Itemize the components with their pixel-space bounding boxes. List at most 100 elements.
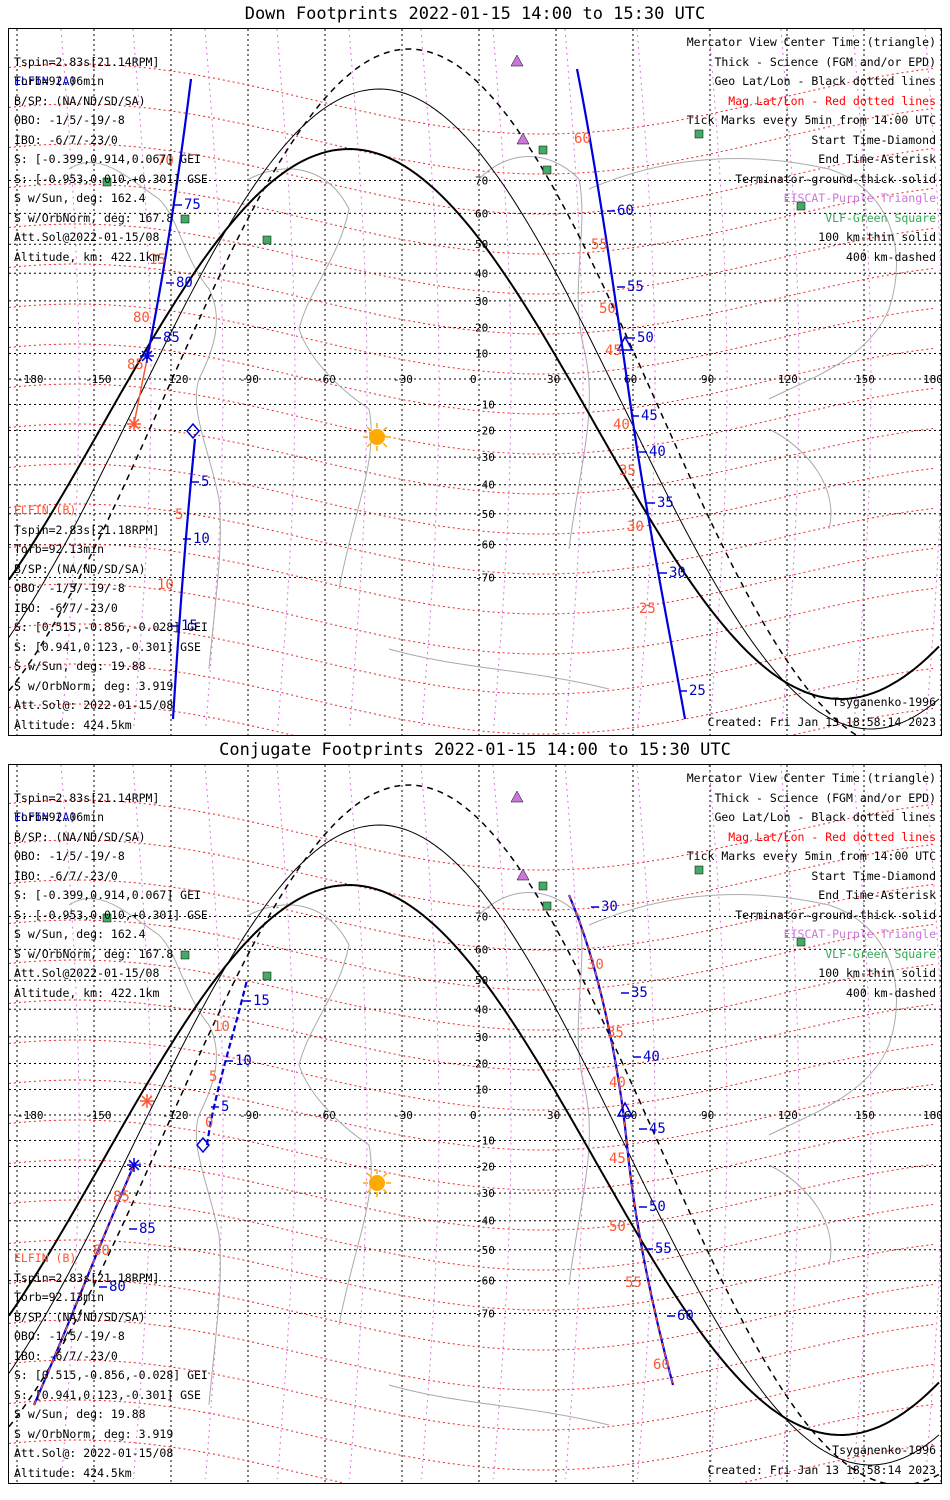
map-canvas-down: 70605040302010-10-20-30-40-50-60-70-180-…	[9, 29, 941, 735]
elfin-a-tick-label: 35	[657, 495, 674, 511]
vlf-square-icon	[796, 201, 806, 211]
sun-ray	[382, 442, 388, 448]
elfin-a-tick-label: 35	[631, 985, 648, 1001]
elfin-b-param-line: Torb=92.13min	[14, 542, 105, 556]
elfin-b-tick-label: 85	[139, 1221, 156, 1237]
elfin-b-mag-tick-label: 85	[113, 1189, 130, 1205]
model-label: Tsyganenko-1996	[832, 695, 936, 709]
elfin-a-param-line: IBO: -6/7/-23/0	[14, 868, 118, 883]
lat-tick-label: -20	[475, 424, 495, 437]
lon-tick-label: -90	[239, 1109, 259, 1122]
elfin-a-param-line: Torb=92.06min	[14, 74, 105, 88]
elfin-b-mag-tick-label: 5	[209, 1069, 217, 1085]
start-diamond-icon	[186, 422, 200, 440]
elfin-b-mag-tick-label: 15	[149, 252, 166, 268]
mag-lon-line	[780, 765, 800, 1480]
elfin-a-label: ELFIN (A)	[14, 810, 77, 824]
elfin-b-param-line: IBO: -6/7/-23/0	[14, 600, 118, 615]
vlf-square-icon	[694, 129, 704, 139]
coastline	[588, 158, 897, 400]
vlf-square-icon	[694, 865, 704, 875]
elfin-a-mag-tick-label: 60	[574, 131, 591, 147]
elfin-b-param-line: Tspin=2.83s[21.18RPM]	[14, 1270, 160, 1285]
end-asterisk-icon	[128, 1159, 140, 1171]
elfin-b-param-line: B/SP: (NA/ND/SD/SA)	[14, 561, 146, 576]
lat-tick-label: 70	[475, 175, 488, 188]
elfin-a-track-mag	[33, 1164, 135, 1406]
lon-tick-label: 120	[778, 1109, 798, 1122]
legend-entry: 100 km-thin solid	[818, 230, 936, 244]
elfin-a-mag-tick-label: 50	[609, 1219, 626, 1235]
lat-tick-label: -70	[475, 572, 495, 585]
elfin-b-param-line: OBO: -1/5/-19/-8	[14, 581, 125, 595]
elfin-a-tick-label: 40	[643, 1049, 660, 1065]
mag-lat-line	[9, 1119, 934, 1191]
elfin-a-mag-tick-label: 85	[127, 357, 144, 373]
eiscat-triangle-icon	[510, 54, 524, 67]
sun-ray	[382, 1188, 388, 1194]
lon-tick-label: 150	[855, 373, 875, 386]
lat-tick-label: 60	[475, 943, 488, 956]
lat-tick-label: -40	[475, 479, 495, 492]
legend-entry: Tick Marks every 5min from 14:00 UTC	[686, 849, 936, 863]
elfin-a-mag-tick-label: 30	[587, 957, 604, 973]
mag-lon-line	[348, 765, 368, 1480]
elfin-a-info: ELFIN (A)	[14, 769, 76, 867]
lat-tick-label: -20	[475, 1160, 495, 1173]
elfin-a-param-line: S: [-0.953,0.010,+0.301] GSE	[14, 171, 208, 186]
sun-ray	[382, 426, 388, 432]
lat-tick-label: -50	[475, 508, 495, 521]
lat-tick-label: -30	[475, 1187, 495, 1200]
elfin-a-track	[575, 68, 687, 720]
elfin-a-tick-label: 60	[677, 1308, 694, 1324]
elfin-b-mag-tick-label: 10	[213, 1019, 230, 1035]
coastline	[68, 162, 221, 670]
elfin-a-param-line: Torb=92.06min	[14, 810, 105, 824]
mag-lon-line	[132, 765, 152, 1480]
elfin-b-track	[205, 979, 249, 1146]
sun-icon	[369, 1175, 385, 1191]
elfin-b-param-line: S: [0.941,0.123,-0.301] GSE	[14, 1387, 201, 1402]
legend-entry: VLF-Green Square	[825, 946, 936, 961]
elfin-a-tick-label: 40	[649, 444, 666, 460]
lon-tick-label: -180	[17, 373, 44, 386]
elfin-b-label: ELFIN (B)	[14, 503, 77, 517]
legend-entry: EISCAT-Purple Triangle	[783, 191, 936, 205]
elfin-b-tick-label: 10	[235, 1053, 252, 1069]
end-asterisk-icon	[141, 1095, 153, 1107]
lon-tick-label: 0	[470, 1109, 477, 1122]
coastline	[248, 168, 372, 590]
eiscat-triangle-icon	[510, 790, 524, 803]
mag-lat-line	[9, 999, 934, 1071]
lon-tick-label: -90	[239, 373, 259, 386]
elfin-a-tick-label: 55	[627, 279, 644, 295]
elfin-b-params: Tspin=2.83s[21.18RPM] Torb=92.13min B/SP: …	[14, 521, 208, 736]
elfin-a-mag-tick-label: 50	[599, 301, 616, 317]
lon-tick-label: -60	[316, 1109, 336, 1122]
elfin-b-param-line: Att.Sol@: 2022-01-15/08	[14, 698, 174, 712]
elfin-a-tick-label: 50	[637, 330, 654, 346]
created-label: Created: Fri Jan 13 18:58:14 2023	[707, 715, 936, 729]
elfin-b-mag-tick-label: 0	[205, 1115, 213, 1131]
elfin-b-tick-label: 10	[193, 531, 210, 547]
lon-tick-label: -150	[85, 1109, 112, 1122]
lat-tick-label: 40	[475, 267, 488, 280]
elfin-a-param-line: IBO: -6/7/-23/0	[14, 132, 118, 147]
elfin-b-tick-label: 5	[221, 1099, 229, 1115]
elfin-a-tick-label: 80	[176, 275, 193, 291]
map-panel-conjugate: 70 60 50 40 30 20 10 -10 -20 -30 -40 -50 -60 -70 -180-…	[8, 764, 942, 1484]
elfin-b-mag-tick-label: 10	[157, 577, 174, 593]
coastline	[388, 648, 610, 690]
vlf-square-icon	[180, 214, 190, 224]
elfin-a-mag-tick-label: 55	[625, 1275, 642, 1291]
elfin-a-mag-tick-label: 25	[639, 601, 656, 617]
legend-entry: End Time-Asterisk	[818, 152, 936, 166]
elfin-a-tick-label: 45	[649, 1121, 666, 1137]
lat-tick-label: 70	[475, 911, 488, 924]
elfin-b-tick-label: 5	[201, 474, 209, 490]
elfin-a-params: Tspin=2.83s[21.14RPM] Torb=92.06min B/SP: …	[14, 789, 208, 1004]
elfin-a-params: Tspin=2.83s[21.14RPM] Torb=92.06min B/SP: …	[14, 53, 208, 268]
elfin-a-mag-tick-label: 60	[653, 1357, 670, 1373]
vlf-square-icon	[538, 881, 548, 891]
elfin-b-params: Tspin=2.83s[21.18RPM] Torb=92.13min B/SP: …	[14, 1269, 208, 1484]
